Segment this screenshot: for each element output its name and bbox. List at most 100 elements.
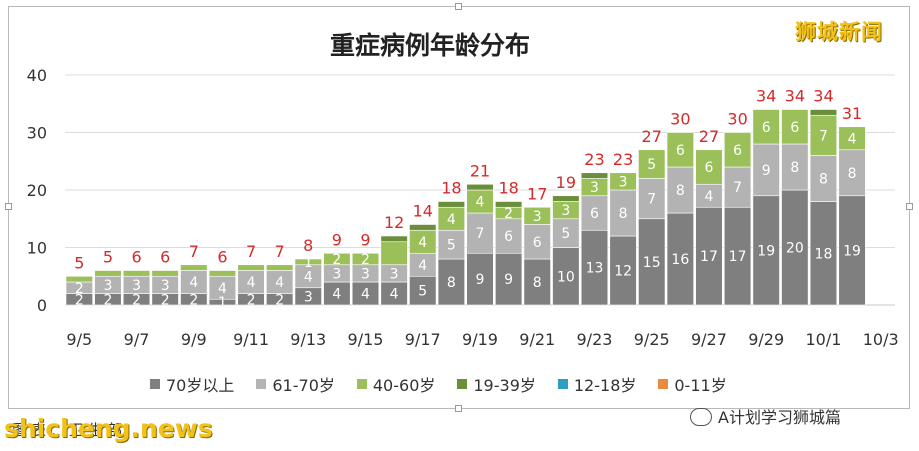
segment-label: 4 bbox=[361, 287, 370, 303]
bar-segment bbox=[294, 258, 322, 266]
bar-segment bbox=[580, 229, 609, 306]
bar-segment bbox=[838, 126, 866, 151]
legend-item: 40-60岁 bbox=[356, 372, 435, 396]
segment-label: 6 bbox=[590, 206, 599, 222]
total-label: 18 bbox=[441, 179, 461, 198]
bar-segment bbox=[666, 166, 694, 214]
segment-label: 9 bbox=[476, 272, 485, 288]
total-label: 17 bbox=[527, 184, 547, 203]
bar-segment bbox=[638, 178, 666, 220]
legend-swatch bbox=[658, 379, 669, 389]
x-tick-label: 9/9 bbox=[181, 330, 207, 349]
bar-segment bbox=[351, 252, 380, 266]
legend-label: 12-18岁 bbox=[573, 376, 637, 395]
segment-label: 4 bbox=[332, 287, 341, 303]
legend: 70岁以上 61-70岁 40-60岁 19-39岁 12-18岁 0-11岁 bbox=[150, 372, 727, 396]
segment-label: 4 bbox=[390, 287, 399, 303]
legend-item: 61-70岁 bbox=[256, 372, 335, 396]
bar-segment bbox=[781, 109, 809, 145]
x-tick-label: 10/1 bbox=[805, 330, 841, 349]
segment-label: 4 bbox=[218, 281, 227, 297]
total-label: 9 bbox=[332, 230, 342, 249]
bar-segment bbox=[838, 195, 866, 306]
segment-label: 17 bbox=[700, 249, 718, 265]
legend-swatch bbox=[557, 379, 568, 389]
segment-label: 8 bbox=[533, 275, 542, 291]
segment-label: 4 bbox=[447, 212, 456, 228]
segment-label: 6 bbox=[676, 143, 685, 159]
total-label: 7 bbox=[275, 242, 285, 261]
segment-label: 5 bbox=[647, 157, 656, 173]
total-label: 30 bbox=[670, 110, 690, 129]
bar-segment bbox=[266, 264, 294, 271]
x-tick-label: 9/21 bbox=[519, 330, 555, 349]
total-label: 19 bbox=[556, 173, 576, 192]
bar-segment bbox=[523, 224, 551, 260]
bar-segment bbox=[180, 264, 208, 271]
total-label: 34 bbox=[813, 87, 833, 106]
segment-label: 17 bbox=[729, 249, 747, 265]
bar-segment bbox=[809, 155, 838, 202]
bar-segment bbox=[723, 166, 752, 208]
bar-segment bbox=[638, 149, 666, 179]
legend-swatch bbox=[356, 379, 367, 389]
segment-label: 1 bbox=[218, 295, 227, 311]
segment-label: 3 bbox=[590, 180, 599, 196]
segment-label: 16 bbox=[671, 252, 689, 268]
total-label: 31 bbox=[842, 104, 862, 123]
y-tick-label: 0 bbox=[37, 296, 47, 315]
segment-label: 3 bbox=[561, 203, 570, 219]
bar-segment bbox=[695, 206, 723, 306]
x-tick-label: 9/25 bbox=[634, 330, 670, 349]
bar-segment bbox=[695, 149, 723, 185]
bar-segment bbox=[781, 189, 809, 306]
legend-swatch bbox=[150, 379, 160, 389]
bar-segment bbox=[752, 195, 780, 306]
segment-label: 6 bbox=[790, 120, 799, 136]
segment-label: 6 bbox=[533, 235, 542, 251]
resize-handle-bottom[interactable] bbox=[455, 405, 462, 412]
total-label: 21 bbox=[470, 161, 490, 180]
total-label: 14 bbox=[413, 202, 433, 221]
segment-label: 10 bbox=[557, 269, 575, 285]
total-label: 34 bbox=[785, 87, 805, 106]
total-label: 9 bbox=[360, 230, 370, 249]
segment-label: 2 bbox=[75, 292, 84, 308]
segment-label: 6 bbox=[733, 143, 742, 159]
wechat-icon bbox=[690, 408, 712, 426]
total-label: 34 bbox=[756, 87, 776, 106]
total-label: 8 bbox=[303, 236, 313, 255]
segment-label: 8 bbox=[790, 160, 799, 176]
segment-label: 4 bbox=[304, 269, 313, 285]
x-tick-label: 9/15 bbox=[348, 330, 384, 349]
total-label: 23 bbox=[584, 150, 604, 169]
segment-label: 2 bbox=[247, 292, 256, 308]
segment-label: 4 bbox=[705, 189, 714, 205]
segment-label: 1 bbox=[304, 255, 313, 271]
segment-label: 4 bbox=[247, 275, 256, 291]
brand-logo-top: 狮城新闻 bbox=[795, 20, 883, 44]
bar-segment bbox=[752, 109, 780, 145]
x-axis-ticks: 9/5 9/7 9/9 9/11 9/13 9/15 9/17 9/19 9/21 9/23 9/2… bbox=[66, 330, 898, 349]
x-tick-label: 9/13 bbox=[290, 330, 326, 349]
bar-segment bbox=[409, 275, 437, 306]
bar-segment bbox=[666, 132, 694, 168]
bar-segment bbox=[666, 212, 694, 306]
x-tick-label: 9/5 bbox=[66, 330, 92, 349]
resize-handle-right[interactable] bbox=[906, 203, 913, 210]
segment-label: 3 bbox=[103, 278, 112, 294]
segment-label: 8 bbox=[848, 166, 857, 182]
resize-handle-left[interactable] bbox=[5, 203, 12, 210]
segment-label: 2 bbox=[103, 292, 112, 308]
x-tick-label: 9/29 bbox=[748, 330, 784, 349]
legend-item: 12-18岁 bbox=[557, 372, 637, 396]
y-tick-label: 30 bbox=[27, 124, 47, 143]
bar-segment bbox=[723, 132, 752, 168]
bar-segment bbox=[323, 252, 351, 266]
total-label: 7 bbox=[246, 242, 256, 261]
segment-label: 3 bbox=[361, 266, 370, 282]
resize-handle-top[interactable] bbox=[455, 3, 462, 10]
total-label: 6 bbox=[131, 248, 141, 267]
source-caption: 图表：卫生部 bbox=[12, 421, 127, 439]
